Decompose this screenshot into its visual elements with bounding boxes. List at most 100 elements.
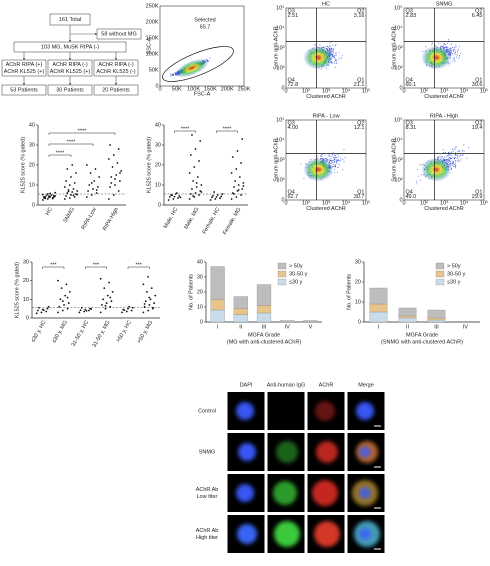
event-dot — [324, 155, 326, 157]
event-dot — [333, 168, 335, 170]
event-dot — [455, 46, 457, 48]
y-axis-label: No. of Patients — [346, 274, 352, 310]
bar-segment — [398, 317, 417, 323]
y-tick-label: 10³ — [395, 157, 403, 163]
data-point — [144, 300, 147, 303]
data-point — [84, 308, 87, 311]
data-point — [58, 305, 61, 308]
event-dot — [461, 150, 463, 152]
event-dot — [455, 162, 457, 164]
significance-bracket — [174, 130, 196, 133]
gate-ellipse — [162, 46, 234, 82]
event-dot — [335, 54, 337, 56]
data-point — [193, 166, 196, 168]
data-point — [148, 296, 151, 299]
data-point — [168, 196, 171, 198]
flow-group-label: AChR RIPA (+) — [6, 62, 43, 68]
data-point — [210, 196, 213, 199]
data-point — [115, 174, 118, 176]
event-dot — [330, 49, 332, 51]
data-point — [199, 140, 202, 142]
event-dot — [339, 160, 341, 162]
data-point — [242, 182, 245, 184]
panel-title: HC — [322, 1, 330, 7]
data-point — [68, 197, 71, 199]
event-dot — [450, 160, 452, 162]
event-dot — [300, 163, 302, 165]
data-point — [73, 196, 76, 198]
data-point — [43, 195, 45, 198]
data-point — [46, 198, 49, 200]
event-dot — [336, 167, 338, 169]
event-dot — [454, 156, 456, 158]
significance-label: **** — [181, 126, 190, 132]
data-point — [99, 311, 102, 314]
event-dot — [457, 50, 459, 52]
density — [175, 58, 209, 78]
event-dot — [460, 53, 461, 54]
x-tick-label: 0 — [284, 200, 287, 206]
event-dot — [337, 172, 338, 173]
event-dot — [448, 158, 450, 160]
x-tick-label: 0 — [284, 88, 287, 94]
quadrant-name: Q2 — [475, 8, 482, 14]
data-point — [142, 283, 145, 286]
event-dot — [453, 46, 455, 48]
data-point — [214, 198, 217, 200]
event-dot — [319, 44, 321, 46]
event-dot — [420, 179, 422, 181]
chart-subtitle: (SNMG with anti-clustered AChR) — [381, 339, 463, 345]
y-tick-label: 10⁴ — [276, 24, 285, 31]
data-point — [233, 193, 235, 195]
event-dot — [338, 160, 340, 161]
data-point — [100, 304, 103, 306]
data-point — [109, 144, 111, 146]
x-tick-label: 10⁵ — [480, 199, 488, 206]
event-dot — [458, 151, 460, 153]
y-tick-label: 10⁵ — [394, 4, 402, 11]
x-tick-label: 10³ — [440, 88, 448, 94]
event-dot — [450, 158, 452, 159]
y-tick-label: 10³ — [277, 45, 285, 51]
data-point — [49, 192, 52, 195]
flow-box — [96, 28, 142, 40]
data-point — [65, 283, 68, 286]
event-dot — [333, 48, 334, 50]
event-dot — [447, 47, 449, 49]
event-dot — [331, 154, 333, 155]
y-tick-label: 0 — [399, 85, 402, 91]
data-point — [40, 311, 43, 314]
event-dot — [343, 149, 345, 151]
x-tick-label: 10² — [302, 200, 310, 206]
event-dot — [454, 52, 456, 54]
event-dot — [441, 156, 442, 158]
data-point — [196, 176, 199, 178]
data-point — [189, 154, 192, 156]
event-dot — [338, 156, 340, 158]
event-dot — [334, 54, 336, 56]
event-dot — [454, 147, 455, 149]
event-dot — [452, 162, 454, 164]
event-dot — [457, 157, 459, 159]
data-point — [75, 172, 77, 174]
data-point — [68, 184, 71, 186]
x-tick-label: 150K — [204, 86, 217, 92]
event-dot — [453, 161, 455, 163]
quadrant-name: Q2 — [357, 8, 364, 14]
event-dot — [336, 159, 338, 161]
y-tick-label: 10⁵ — [276, 4, 284, 11]
x-axis-label: FSC-A — [194, 91, 211, 97]
data-point — [231, 192, 234, 194]
density — [421, 45, 452, 70]
y-tick-label: 10 — [23, 297, 29, 303]
x-tick-label: Male, MG — [183, 207, 200, 231]
y-axis-label: No. of Patients — [188, 274, 194, 310]
legend-label: ≤30 y — [447, 279, 461, 285]
bar-segment — [303, 320, 318, 323]
event-dot — [452, 53, 454, 55]
data-point — [235, 168, 238, 170]
event-dot — [417, 175, 419, 177]
event-dot — [334, 62, 336, 64]
event-dot — [337, 159, 339, 161]
quadrant-value: 6.45 — [472, 13, 483, 19]
